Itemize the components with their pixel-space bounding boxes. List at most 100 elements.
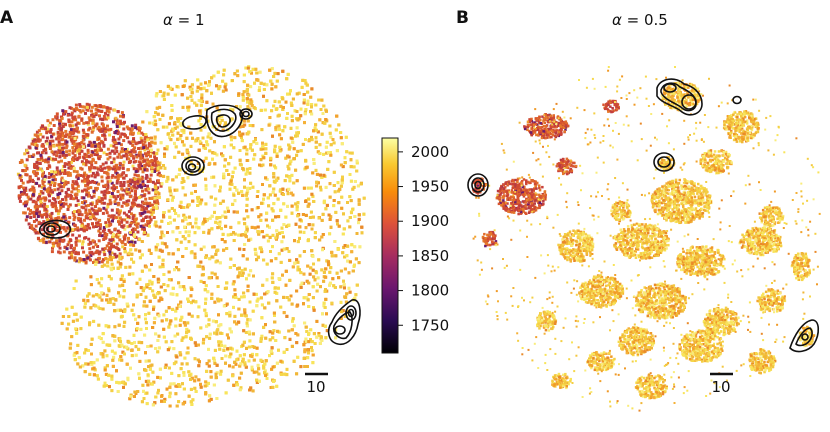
scatter-point [128, 182, 132, 186]
scatter-point [129, 132, 132, 136]
scatter-point [97, 323, 101, 327]
scatter-point [286, 204, 289, 208]
scatter-point [85, 160, 88, 164]
scatter-point [102, 193, 106, 197]
scatter-point [104, 208, 108, 212]
scatter-point [39, 204, 43, 208]
scatter-point [140, 208, 144, 212]
scatter-point [332, 199, 336, 202]
scatter-point [23, 211, 27, 215]
scatter-point [75, 145, 79, 149]
scatter-point [39, 202, 43, 205]
scatter-point [35, 207, 39, 211]
scatter-point [108, 151, 112, 155]
scatter-point [26, 151, 30, 155]
scatter-point [112, 160, 116, 164]
scatter-point [142, 397, 146, 400]
scatter-point [117, 137, 121, 141]
scatter-point [114, 131, 118, 135]
scatter-point [337, 123, 341, 127]
scatter-point [64, 134, 68, 138]
scatter-point [48, 213, 52, 217]
scatter-point [36, 135, 40, 139]
scatter-point [155, 199, 159, 202]
scatter-point [102, 201, 106, 205]
scatter-point [141, 189, 144, 193]
scatter-point [33, 162, 37, 166]
scatter-point [128, 195, 132, 199]
scatter-point [85, 121, 89, 125]
scatter-point [67, 256, 71, 260]
scatter-point [19, 185, 23, 188]
scatter-point [39, 132, 43, 136]
scatter-point [113, 252, 117, 256]
scatter-point [44, 240, 48, 244]
scatter-point [115, 125, 119, 129]
scatter-point [127, 157, 131, 161]
scatter-point [125, 125, 129, 129]
scatter-point [140, 175, 144, 179]
scatter-point [38, 184, 41, 188]
scatter-point [157, 171, 161, 175]
scatter-point [254, 67, 258, 71]
scatter-point [22, 211, 26, 215]
scatter-point [304, 108, 308, 112]
scatter-point [101, 162, 105, 166]
scatter-point [92, 166, 96, 170]
scatter-point [105, 224, 109, 228]
scatter-point [247, 359, 251, 363]
scatter-point [17, 194, 21, 198]
scatter-point [132, 220, 136, 223]
scatter-point [58, 155, 62, 159]
scatter-point [134, 170, 138, 173]
scatter-point [131, 230, 135, 234]
scatter-point [49, 128, 53, 132]
scatter-point [71, 250, 75, 254]
scatter-point [93, 175, 97, 179]
scatter-point [67, 153, 71, 157]
scatter-point [85, 212, 89, 216]
scatter-point [96, 144, 100, 148]
scatter-point [61, 109, 65, 113]
scatter-point [276, 286, 280, 290]
scatter-point [140, 227, 144, 231]
scatter-point [127, 199, 131, 203]
scatter-point [108, 238, 112, 242]
scatter-point [110, 208, 114, 212]
scatter-point [77, 218, 81, 222]
scatter-point [17, 186, 21, 190]
scatter-point [42, 232, 46, 236]
scatter-point [95, 122, 99, 126]
scatter-point [96, 167, 100, 171]
scatter-point [68, 130, 72, 134]
scatter-point [32, 186, 36, 190]
scatter-point [54, 172, 58, 176]
scatter-point [106, 183, 110, 187]
scatter-point [47, 157, 51, 161]
scatter-point [115, 216, 119, 220]
scatter-point [85, 102, 89, 106]
scatter-point [27, 197, 31, 201]
scatter-point [140, 212, 144, 215]
scatter-point [86, 133, 90, 137]
scatter-point [41, 182, 45, 186]
scatter-point [82, 131, 86, 135]
scatter-point [39, 239, 43, 243]
scatter-point [66, 113, 70, 117]
scatter-point [54, 115, 58, 119]
scatter-point [42, 237, 46, 241]
scatter-point [141, 160, 145, 164]
scatter-point [87, 143, 91, 147]
scatter-point [204, 284, 208, 288]
scatter-point [224, 224, 228, 228]
scatter-point [54, 225, 58, 229]
scatter-point [142, 300, 146, 304]
scatter-point [75, 170, 79, 174]
scatter-point [124, 148, 127, 151]
scatter-point [136, 222, 140, 226]
scatter-point [102, 206, 106, 210]
scatter-point [111, 238, 115, 242]
scatter-point [32, 189, 36, 192]
scatter-point [45, 213, 49, 217]
scatter-point [40, 151, 44, 155]
